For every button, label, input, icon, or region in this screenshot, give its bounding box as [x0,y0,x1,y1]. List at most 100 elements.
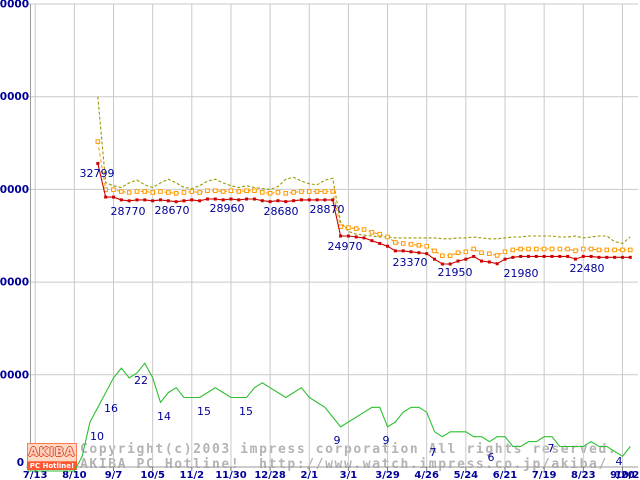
y-axis-label-10000: 10000 [0,369,29,381]
average-price-marker [385,234,390,240]
lowest-price-marker [143,198,147,202]
lowest-price-marker [519,254,523,258]
lowest-price-marker [276,199,280,203]
lowest-price-marker [581,254,585,258]
x-axis-label-6/21: 6/21 [493,470,518,480]
average-price-marker [158,189,163,194]
lowest-price-marker [135,198,139,202]
lowest-price-marker [472,254,476,258]
y-axis-label-40000: 40000 [0,91,29,103]
average-price-marker [494,253,500,258]
lowest-price-marker [409,250,413,254]
lowest-price-marker [213,197,217,201]
count-label-9: 9 [383,434,390,447]
lowest-price-marker [307,198,311,202]
lowest-price-marker [127,199,131,203]
lowest-price-marker [370,239,374,243]
shop-count-line [27,362,631,472]
lowest-price-marker [566,254,570,258]
lowest-price-marker [503,257,507,261]
average-price-marker [565,246,570,252]
lowest-price-marker [456,259,460,263]
average-price-marker [259,190,265,195]
average-price-marker [142,189,148,194]
average-price-marker [267,190,273,196]
lowest-price-marker [542,254,546,258]
lowest-price-marker [354,235,358,239]
average-price-marker [322,189,328,194]
logo-pc-hotline-text: PC Hotline! [27,462,77,470]
average-price-marker [377,231,383,237]
lowest-price-marker [323,198,327,202]
x-axis-label-10/27: 10/27 [615,470,640,480]
price-label-32799: 32799 [80,167,115,180]
average-price-marker [134,189,140,194]
x-axis-label-5/24: 5/24 [454,470,479,480]
lowest-price-marker [605,255,609,259]
average-price-marker [205,188,210,193]
lowest-price-marker [440,262,444,266]
count-label-15: 15 [239,405,253,418]
lowest-price-marker [480,259,484,263]
average-price-marker [393,240,398,245]
average-price-marker [612,247,617,253]
lowest-price-marker [119,198,123,202]
lowest-price-marker [292,199,296,203]
akiba-pc-hotline-logo: AKIBA PC Hotline! [27,443,77,470]
average-price-marker [424,243,429,249]
average-price-marker [471,246,476,252]
average-price-marker [541,246,547,252]
copyright-line-2: AKIBA PC Hotline! http://www.watch.impre… [80,457,608,472]
price-label-28680: 28680 [264,205,299,218]
lowest-price-marker [433,257,437,261]
lowest-price-marker [284,200,288,204]
average-price-marker [369,230,375,235]
lowest-price-marker [401,249,405,253]
average-price-marker [440,253,445,258]
average-price-marker [252,188,257,193]
average-price-marker [463,249,469,255]
lowest-price-marker [487,260,491,264]
count-label-14: 14 [157,410,171,423]
lowest-price-marker [96,161,100,165]
lowest-price-marker [362,236,366,240]
average-price-marker [220,189,226,194]
average-price-marker [181,190,187,195]
y-axis-label-30000: 30000 [0,184,29,196]
average-price-marker [212,188,218,193]
average-price-marker [400,241,406,246]
lowest-price-marker [245,197,249,201]
average-price-marker [275,190,281,195]
lowest-price-marker [268,200,272,204]
lowest-price-marker [260,199,264,203]
lowest-price-marker [464,257,468,261]
lowest-price-marker [151,199,155,203]
average-price-marker [173,191,179,196]
average-price-marker [604,247,610,253]
highest-price-line [97,96,631,244]
average-price-marker [166,190,171,195]
average-price-marker [126,190,132,195]
x-axis-label-4/26: 4/26 [414,470,439,480]
average-price-marker [510,247,516,253]
average-price-marker [432,248,437,254]
lowest-price-marker [378,241,382,245]
y-axis-label-20000: 20000 [0,277,29,289]
lowest-price-marker [190,198,194,202]
average-price-marker [291,190,296,195]
lowest-price-marker [573,257,577,261]
average-price-marker [487,251,492,256]
price-label-21950: 21950 [438,266,473,279]
lowest-price-marker [613,255,617,259]
price-label-28770: 28770 [111,205,146,218]
average-price-marker [518,246,523,252]
count-label-7: 7 [548,442,555,455]
average-price-marker [620,247,625,253]
count-label-7: 7 [430,446,437,459]
x-axis-label-3/1: 3/1 [340,470,358,480]
price-label-28870: 28870 [310,203,345,216]
average-price-marker [408,242,414,247]
average-price-marker [306,189,312,194]
